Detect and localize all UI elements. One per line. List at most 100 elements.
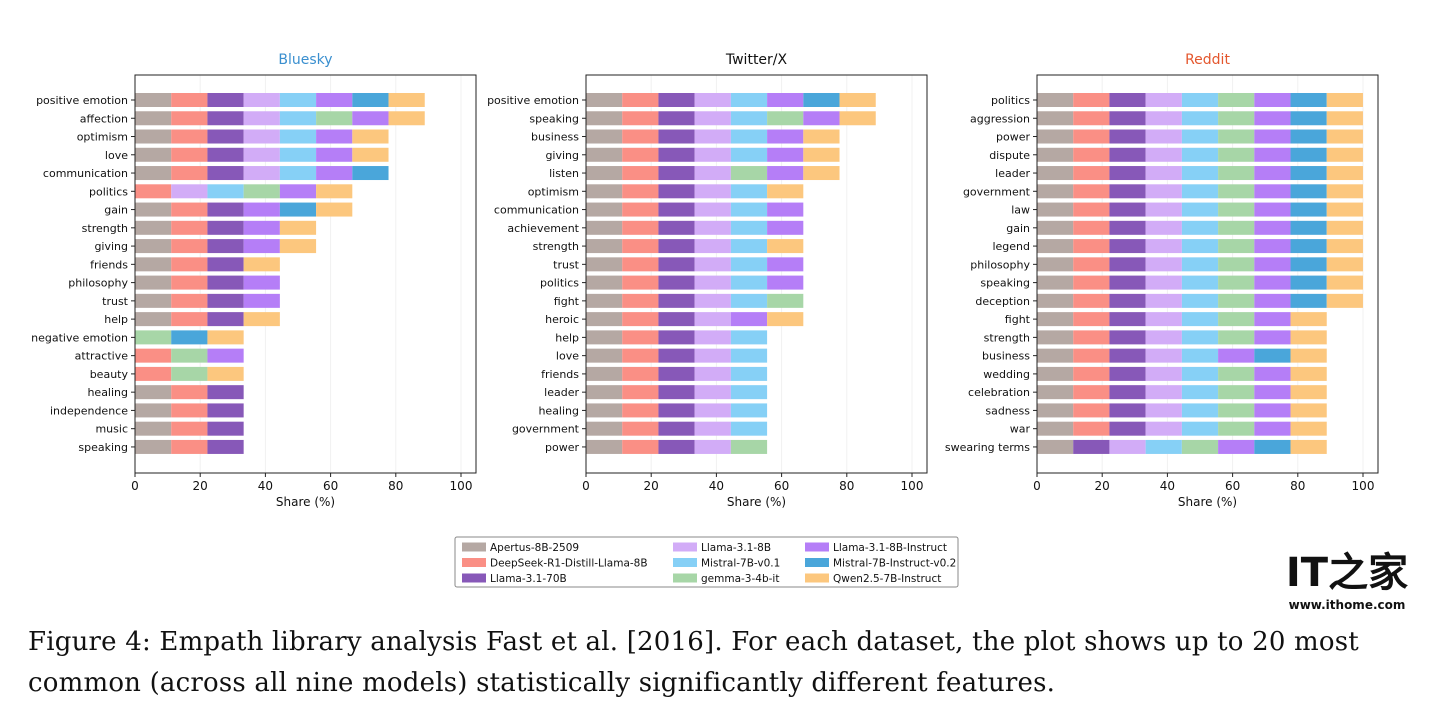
- bar-segment-gemma-3-4b-it: [1218, 111, 1255, 126]
- bar-segment-qwen2-5-7b-instruct: [243, 257, 280, 272]
- bar-segment-llama-3-1-8b-instruct: [1254, 366, 1291, 381]
- bar-segment-llama-3-1-8b-instruct: [767, 202, 804, 217]
- y-tick-label: giving: [545, 149, 579, 162]
- bar-segment-llama-3-1-70b: [658, 129, 695, 144]
- panel-title: Twitter/X: [725, 52, 788, 68]
- bar-segment-qwen2-5-7b-instruct: [767, 239, 804, 254]
- bar-segment-apertus-8b-2509: [586, 257, 623, 272]
- y-tick-label: speaking: [78, 441, 128, 454]
- bar-segment-mistral-7b-v0-1: [1181, 93, 1219, 107]
- bar-segment-deepseek-r1-distill-llama-8b: [622, 147, 659, 162]
- bar-segment-llama-3-1-8b: [1145, 348, 1182, 363]
- bar-segment-apertus-8b-2509: [135, 275, 172, 290]
- x-tick-label: 40: [258, 479, 273, 493]
- bar-segment-mistral-7b-v0-1: [1181, 385, 1219, 400]
- bar-segment-mistral-7b-v0-1: [1181, 220, 1219, 235]
- bar-segment-apertus-8b-2509: [586, 129, 623, 144]
- bar-segment-qwen2-5-7b-instruct: [1326, 129, 1363, 144]
- bar-segment-mistral-7b-v0-1: [730, 385, 768, 400]
- bar-segment-deepseek-r1-distill-llama-8b: [1073, 330, 1110, 345]
- panel-title: Bluesky: [278, 52, 332, 68]
- bar-segment-apertus-8b-2509: [1037, 239, 1074, 254]
- bar-segment-gemma-3-4b-it: [1218, 403, 1255, 418]
- y-tick-label: swearing terms: [945, 441, 1030, 454]
- bar-segment-deepseek-r1-distill-llama-8b: [622, 312, 659, 327]
- bar-segment-llama-3-1-8b-instruct: [1254, 330, 1291, 345]
- bar-segment-llama-3-1-8b-instruct: [243, 293, 280, 308]
- legend-swatch: [462, 542, 486, 552]
- y-tick-label: positive emotion: [487, 94, 579, 107]
- bar-segment-llama-3-1-8b: [1145, 202, 1182, 217]
- bar-segment-llama-3-1-8b-instruct: [1218, 348, 1255, 363]
- bar-segment-apertus-8b-2509: [135, 147, 172, 162]
- bar-segment-llama-3-1-8b-instruct: [316, 147, 353, 162]
- bar-segment-llama-3-1-70b: [207, 166, 244, 181]
- bar-segment-mistral-7b-v0-1: [730, 147, 768, 162]
- bar-segment-llama-3-1-8b-instruct: [1254, 385, 1291, 400]
- y-tick-label: dispute: [989, 149, 1030, 162]
- bar-segment-mistral-7b-instruct-v0-2: [352, 93, 389, 107]
- bar-segment-deepseek-r1-distill-llama-8b: [171, 275, 208, 290]
- bar-segment-apertus-8b-2509: [586, 220, 623, 235]
- bar-segment-deepseek-r1-distill-llama-8b: [622, 348, 659, 363]
- bar-segment-qwen2-5-7b-instruct: [243, 312, 280, 327]
- bar-segment-llama-3-1-8b: [1145, 366, 1182, 381]
- bar-segment-mistral-7b-v0-1: [1181, 330, 1219, 345]
- bar-segment-apertus-8b-2509: [135, 129, 172, 144]
- bar-segment-llama-3-1-70b: [207, 202, 244, 217]
- bar-segment-deepseek-r1-distill-llama-8b: [171, 202, 208, 217]
- bar-segment-llama-3-1-8b-instruct: [767, 147, 804, 162]
- x-axis-label: Share (%): [276, 495, 335, 509]
- bar-segment-gemma-3-4b-it: [767, 111, 804, 126]
- bar-segment-llama-3-1-8b: [1145, 111, 1182, 126]
- bar-segment-apertus-8b-2509: [135, 93, 172, 107]
- bar-segment-mistral-7b-v0-1: [730, 184, 768, 199]
- bar-segment-llama-3-1-70b: [207, 421, 244, 436]
- bar-segment-llama-3-1-70b: [1109, 312, 1146, 327]
- bar-segment-llama-3-1-8b-instruct: [243, 220, 280, 235]
- bar-segment-deepseek-r1-distill-llama-8b: [135, 184, 172, 199]
- bar-segment-llama-3-1-8b: [1145, 239, 1182, 254]
- bar-segment-llama-3-1-70b: [658, 293, 695, 308]
- bar-segment-mistral-7b-v0-1: [1181, 129, 1219, 144]
- bar-segment-llama-3-1-70b: [658, 93, 695, 107]
- bar-segment-mistral-7b-instruct-v0-2: [1290, 184, 1327, 199]
- bar-segment-llama-3-1-8b: [1145, 166, 1182, 181]
- bar-segment-mistral-7b-v0-1: [279, 166, 317, 181]
- bar-segment-deepseek-r1-distill-llama-8b: [622, 129, 659, 144]
- bar-segment-mistral-7b-instruct-v0-2: [803, 93, 840, 107]
- caption-line-2: common (across all nine models) statisti…: [28, 668, 1056, 698]
- bar-segment-llama-3-1-70b: [1109, 403, 1146, 418]
- bar-segment-apertus-8b-2509: [586, 239, 623, 254]
- bar-segment-apertus-8b-2509: [586, 348, 623, 363]
- bar-segment-llama-3-1-8b: [1145, 403, 1182, 418]
- legend-label: Mistral-7B-Instruct-v0.2: [833, 558, 956, 570]
- bar-segment-gemma-3-4b-it: [1218, 330, 1255, 345]
- legend-swatch: [673, 542, 697, 552]
- bar-segment-deepseek-r1-distill-llama-8b: [171, 239, 208, 254]
- bar-segment-mistral-7b-instruct-v0-2: [1290, 275, 1327, 290]
- x-tick-label: 0: [131, 479, 139, 493]
- bar-segment-deepseek-r1-distill-llama-8b: [622, 385, 659, 400]
- bar-segment-apertus-8b-2509: [586, 111, 623, 126]
- bar-segment-deepseek-r1-distill-llama-8b: [1073, 421, 1110, 436]
- bar-segment-mistral-7b-v0-1: [730, 293, 768, 308]
- bar-segment-qwen2-5-7b-instruct: [352, 147, 389, 162]
- bar-segment-llama-3-1-8b-instruct: [352, 111, 389, 126]
- legend-swatch: [673, 558, 697, 567]
- bar-segment-gemma-3-4b-it: [1218, 293, 1255, 308]
- bar-segment-qwen2-5-7b-instruct: [207, 330, 244, 345]
- bar-segment-gemma-3-4b-it: [171, 366, 208, 381]
- bar-segment-llama-3-1-8b: [694, 93, 731, 107]
- bar-segment-deepseek-r1-distill-llama-8b: [171, 385, 208, 400]
- bar-segment-deepseek-r1-distill-llama-8b: [622, 220, 659, 235]
- bar-segment-llama-3-1-8b-instruct: [1254, 129, 1291, 144]
- bar-segment-deepseek-r1-distill-llama-8b: [171, 129, 208, 144]
- bar-segment-apertus-8b-2509: [1037, 202, 1074, 217]
- bar-segment-mistral-7b-instruct-v0-2: [1290, 239, 1327, 254]
- bar-segment-qwen2-5-7b-instruct: [388, 93, 425, 107]
- bar-segment-llama-3-1-70b: [1073, 439, 1110, 454]
- y-tick-label: speaking: [980, 277, 1030, 290]
- bar-segment-gemma-3-4b-it: [1218, 184, 1255, 199]
- bar-segment-llama-3-1-70b: [1109, 330, 1146, 345]
